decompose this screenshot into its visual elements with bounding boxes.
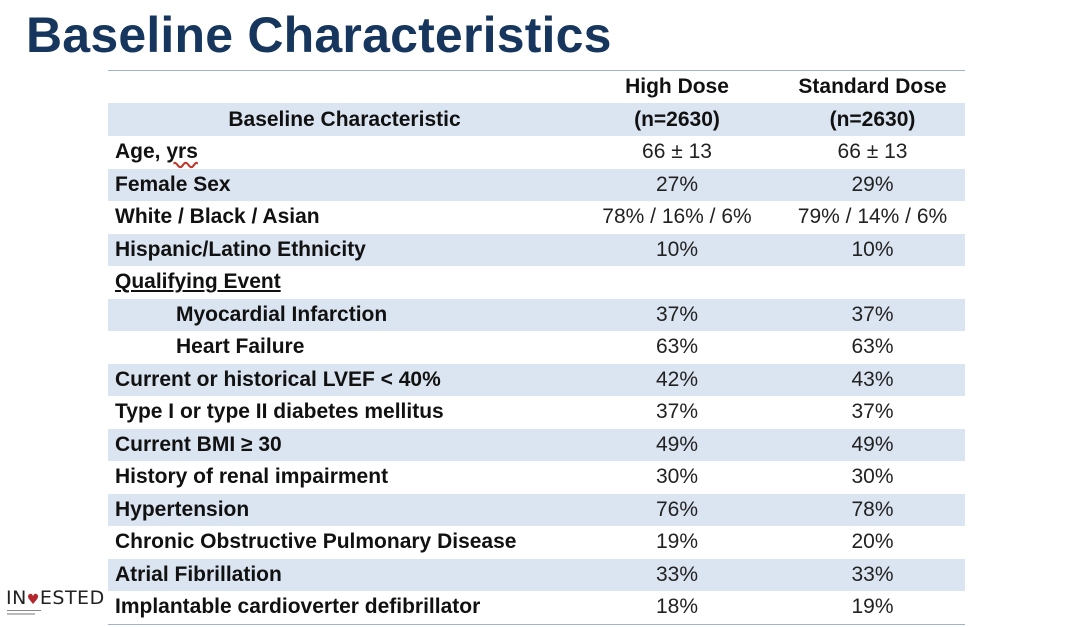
standard-dose-value: 29% [851,172,894,196]
row-label: Atrial Fibrillation [115,562,282,586]
standard-dose-value: 19% [851,595,894,619]
high-dose-value: 49% [655,432,699,456]
table-row: Atrial Fibrillation 33% 33% [108,558,965,591]
standard-dose-value: 33% [851,562,894,586]
high-dose-value: 18% [655,595,699,619]
table-row: Current or historical LVEF < 40% 42% 43% [108,363,965,396]
invested-logo: IN♥ESTED [6,587,105,609]
heart-icon: ♥ [26,592,40,608]
high-dose-value: 78% / 16% / 6% [602,205,752,229]
baseline-table: High Dose Standard Dose Baseline Charact… [108,70,965,625]
table-bottom-rule [108,623,965,625]
table-row: Myocardial Infarction 37% 37% [108,298,965,331]
header-standard-dose-n: (n=2630) [829,107,916,131]
logo-tagline-lines [7,610,41,620]
standard-dose-value: 78% [851,497,894,521]
standard-dose-value: 43% [851,367,894,391]
row-label: Type I or type II diabetes mellitus [115,400,444,424]
row-label: Chronic Obstructive Pulmonary Disease [115,530,517,554]
header-standard-dose: Standard Dose [798,75,947,98]
table-header-row-1: High Dose Standard Dose [108,71,965,103]
table-row: White / Black / Asian 78% / 16% / 6% 79% /… [108,201,965,234]
row-label: Myocardial Infarction [176,302,388,326]
table-row: Age, yrs 66 ± 13 66 ± 13 [108,136,965,169]
table-row: Qualifying Event [108,266,965,299]
table-body: Age, yrs 66 ± 13 66 ± 13 Female Sex 27% 29% Wh… [108,136,965,624]
header-high-dose-n: (n=2630) [634,107,720,131]
row-label: Heart Failure [176,335,305,359]
row-label: Hispanic/Latino Ethnicity [115,237,366,261]
high-dose-value: 66 ± 13 [642,140,712,164]
row-label: Age, yrs [115,140,198,164]
row-label: Current BMI ≥ 30 [115,432,282,456]
table-header-row-2: Baseline Characteristic (n=2630) (n=2630… [108,103,965,136]
row-label: Female Sex [115,172,231,196]
high-dose-value: 42% [655,367,699,391]
row-label: History of renal impairment [115,465,389,489]
high-dose-value: 27% [655,172,699,196]
row-label: Current or historical LVEF < 40% [115,367,441,391]
standard-dose-value: 37% [851,400,894,424]
high-dose-value: 63% [655,335,699,359]
row-label: Implantable cardioverter defibrillator [115,595,481,619]
table-row: Heart Failure 63% 63% [108,331,965,364]
standard-dose-value: 79% / 14% / 6% [797,205,948,229]
standard-dose-value: 37% [851,302,894,326]
header-baseline-characteristic: Baseline Characteristic [228,107,461,131]
standard-dose-value: 66 ± 13 [837,140,908,164]
standard-dose-value: 49% [851,432,894,456]
high-dose-value: 76% [655,497,699,521]
table-row: Chronic Obstructive Pulmonary Disease 19%… [108,526,965,559]
row-label: Qualifying Event [115,270,281,294]
standard-dose-value: 63% [851,335,894,359]
table-row: Hypertension 76% 78% [108,493,965,526]
table-row: History of renal impairment 30% 30% [108,461,965,494]
high-dose-value: 19% [655,530,699,554]
standard-dose-value: 30% [851,465,894,489]
table-row: Implantable cardioverter defibrillator 18… [108,591,965,624]
table-row: Female Sex 27% 29% [108,168,965,201]
table-row: Hispanic/Latino Ethnicity 10% 10% [108,233,965,266]
table-top-rule [108,70,965,71]
high-dose-value: 37% [655,400,699,424]
slide-title: Baseline Characteristics [26,7,612,63]
high-dose-value: 37% [655,302,699,326]
high-dose-value: 30% [655,465,699,489]
row-label: Hypertension [115,497,250,521]
header-high-dose: High Dose [625,75,729,98]
standard-dose-value: 10% [851,237,894,261]
row-label: White / Black / Asian [115,205,320,229]
table-row: Type I or type II diabetes mellitus 37% 37… [108,396,965,429]
high-dose-value: 33% [655,562,699,586]
table-row: Current BMI ≥ 30 49% 49% [108,428,965,461]
high-dose-value: 10% [655,237,699,261]
standard-dose-value: 20% [851,530,894,554]
